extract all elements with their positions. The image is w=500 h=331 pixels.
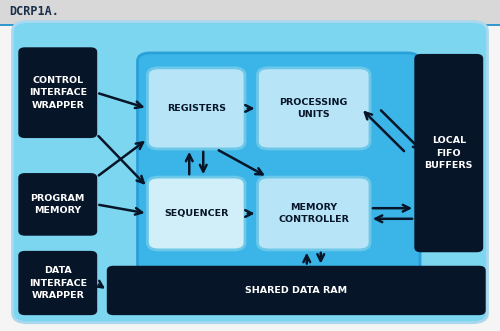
Text: PROGRAM
MEMORY: PROGRAM MEMORY <box>30 194 85 215</box>
Bar <box>0 0 500 24</box>
FancyBboxPatch shape <box>148 177 245 250</box>
FancyBboxPatch shape <box>12 22 488 323</box>
FancyBboxPatch shape <box>148 68 245 149</box>
FancyBboxPatch shape <box>19 252 96 314</box>
FancyBboxPatch shape <box>258 177 370 250</box>
Text: REGISTERS: REGISTERS <box>166 104 226 113</box>
FancyBboxPatch shape <box>19 48 96 137</box>
FancyBboxPatch shape <box>108 266 485 314</box>
Bar <box>0 24 500 26</box>
FancyBboxPatch shape <box>138 53 420 273</box>
Text: PROCESSING
UNITS: PROCESSING UNITS <box>280 98 348 119</box>
Text: DCRP1A.: DCRP1A. <box>9 5 59 19</box>
Text: DATA
INTERFACE
WRAPPER: DATA INTERFACE WRAPPER <box>28 266 87 300</box>
FancyBboxPatch shape <box>415 55 482 252</box>
FancyBboxPatch shape <box>258 68 370 149</box>
Text: LOCAL
FIFO
BUFFERS: LOCAL FIFO BUFFERS <box>424 136 473 170</box>
FancyBboxPatch shape <box>19 174 96 235</box>
Text: SEQUENCER: SEQUENCER <box>164 209 228 218</box>
Text: MEMORY
CONTROLLER: MEMORY CONTROLLER <box>278 203 349 224</box>
Text: SHARED DATA RAM: SHARED DATA RAM <box>245 286 348 295</box>
Text: CONTROL
INTERFACE
WRAPPER: CONTROL INTERFACE WRAPPER <box>28 76 87 110</box>
